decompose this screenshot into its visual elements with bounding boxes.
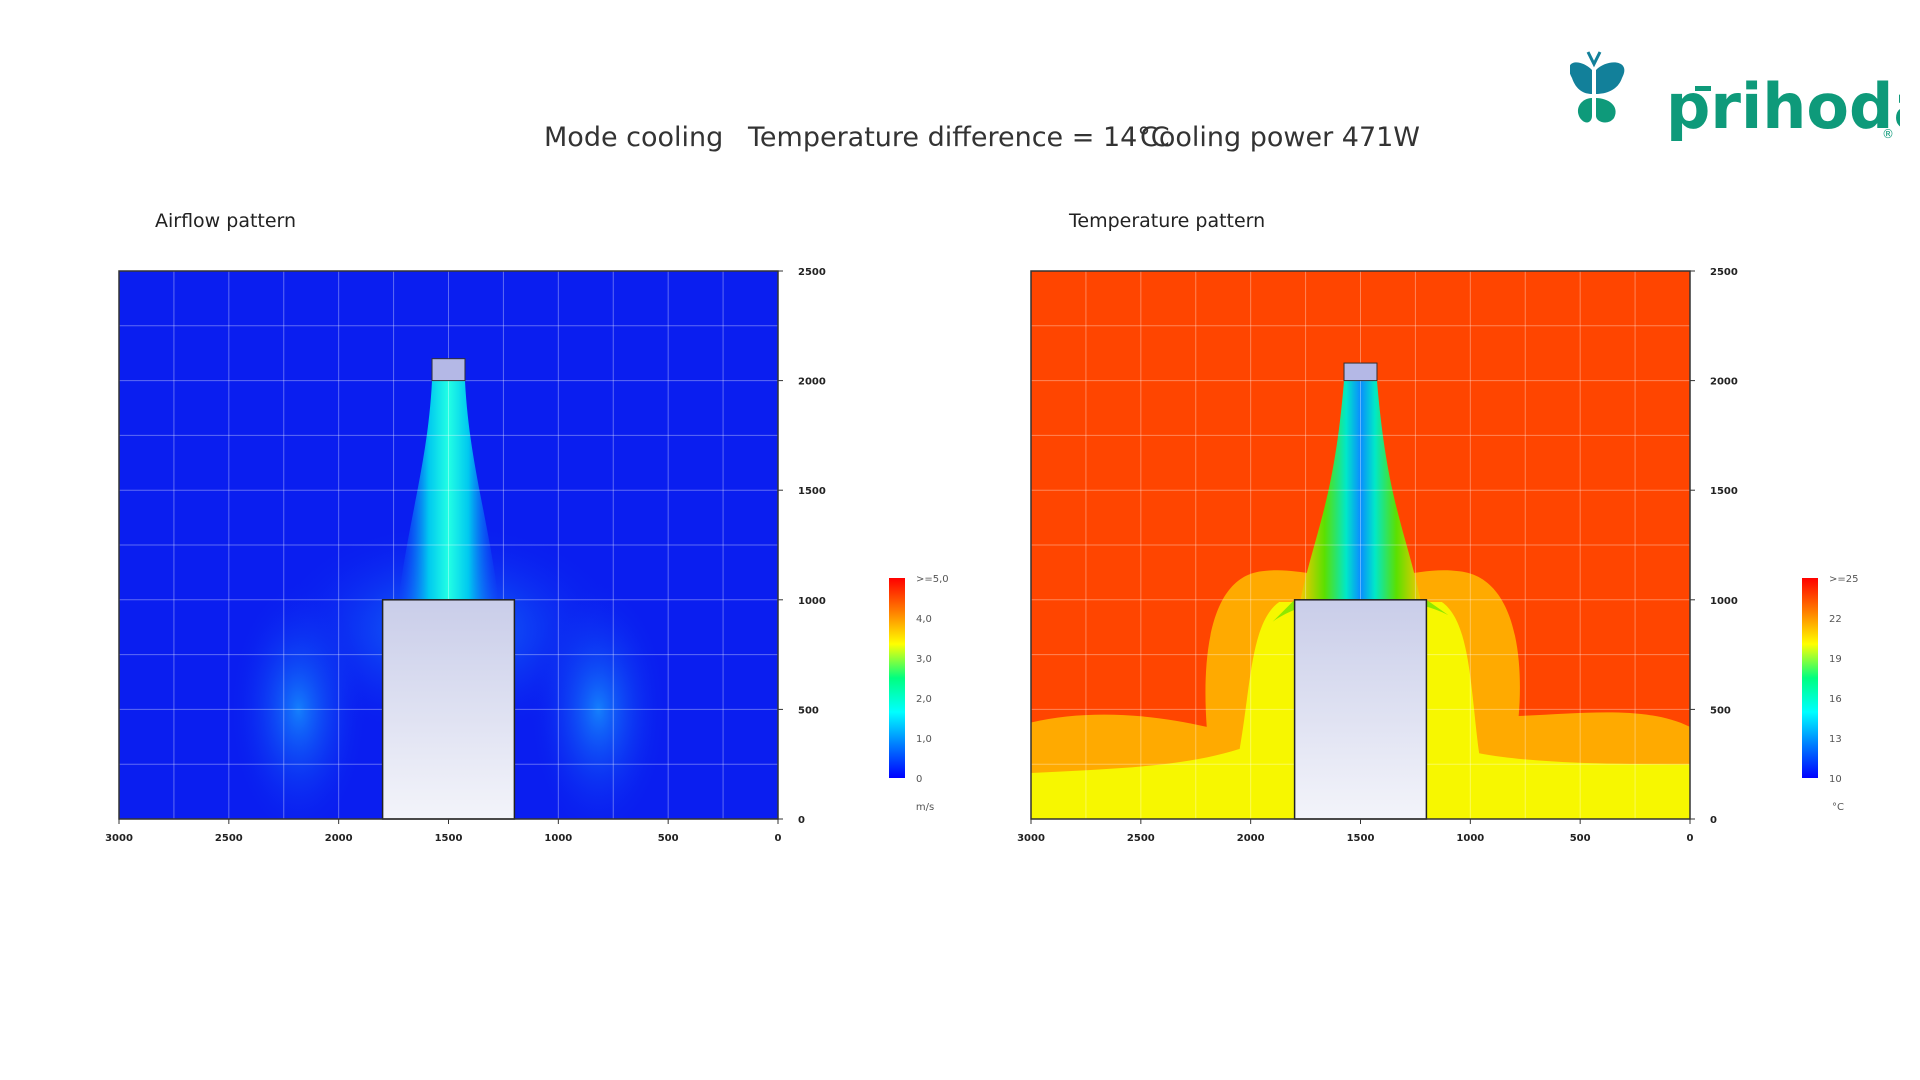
colorbar [889, 578, 905, 778]
y-tick-label: 1000 [798, 596, 826, 607]
temperature-difference-label: Temperature difference = 14°C [748, 122, 1170, 153]
colorbar-unit: m/s [916, 802, 934, 813]
temperature-chart-title: Temperature pattern [1069, 210, 1266, 232]
cooling-power-label: Cooling power 471W [1140, 122, 1420, 153]
colorbar-label: 4,0 [916, 614, 932, 625]
prihoda-logo: prihoda ® [1569, 50, 1920, 160]
y-tick-label: 2500 [1710, 267, 1738, 278]
colorbar-label: 0 [916, 774, 922, 785]
colorbar [1802, 578, 1818, 778]
y-tick-label: 2000 [798, 377, 826, 388]
x-tick-label: 0 [775, 833, 782, 844]
x-tick-label: 2500 [215, 833, 243, 844]
colorbar-unit: °C [1832, 802, 1844, 813]
y-tick-label: 0 [798, 815, 805, 826]
x-tick-label: 2000 [325, 833, 353, 844]
airflow-left-eddy [228, 579, 369, 819]
airflow-jet [398, 380, 499, 600]
temperature-jet [1300, 380, 1421, 600]
y-tick-label: 1500 [798, 486, 826, 497]
x-tick-label: 3000 [1017, 833, 1045, 844]
x-tick-label: 0 [1687, 833, 1694, 844]
airflow-right-eddy [528, 579, 669, 819]
y-tick-label: 500 [798, 705, 819, 716]
airflow-chart-title: Airflow pattern [155, 210, 297, 232]
x-tick-label: 1500 [1347, 833, 1375, 844]
x-tick-label: 2500 [1127, 833, 1155, 844]
y-tick-label: 500 [1710, 705, 1731, 716]
colorbar-label: 22 [1829, 614, 1842, 625]
x-tick-label: 1500 [435, 833, 463, 844]
x-tick-label: 1000 [1456, 833, 1484, 844]
x-tick-label: 3000 [105, 833, 133, 844]
colorbar-label: 19 [1829, 654, 1842, 665]
header-title: Mode cooling Temperature difference = 14… [0, 122, 1920, 162]
colorbar-label: 13 [1829, 734, 1842, 745]
colorbar-label: >=5,0 [916, 574, 949, 585]
y-tick-label: 1000 [1710, 596, 1738, 607]
obstacle-block [381, 599, 516, 820]
x-tick-label: 500 [658, 833, 679, 844]
colorbar-label: 2,0 [916, 694, 932, 705]
x-tick-label: 500 [1570, 833, 1591, 844]
colorbar-label: 10 [1829, 774, 1842, 785]
butterfly-logo-icon: prihoda ® [1569, 51, 1920, 143]
mode-label: Mode cooling [544, 122, 724, 153]
x-tick-label: 1000 [544, 833, 572, 844]
colorbar-label: 3,0 [916, 654, 932, 665]
registered-mark: ® [1882, 127, 1894, 141]
y-tick-label: 1500 [1710, 486, 1738, 497]
colorbar-label: 1,0 [916, 734, 932, 745]
diffuser-unit [1343, 362, 1378, 382]
colorbar-label: >=25 [1829, 574, 1858, 585]
obstacle-block [1293, 599, 1428, 820]
diffuser-unit [431, 358, 466, 382]
colorbar-label: 16 [1829, 694, 1842, 705]
x-tick-label: 2000 [1237, 833, 1265, 844]
y-tick-label: 2500 [798, 267, 826, 278]
y-tick-label: 2000 [1710, 377, 1738, 388]
y-tick-label: 0 [1710, 815, 1717, 826]
logo-wordmark: prihoda [1666, 70, 1900, 143]
